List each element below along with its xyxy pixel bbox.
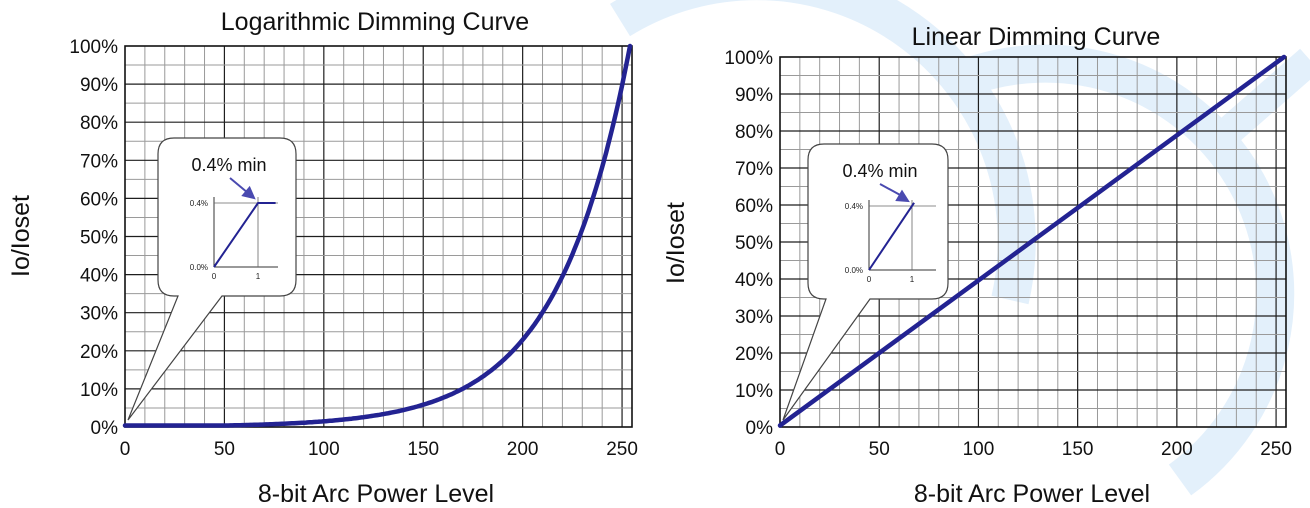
inset-x-tick-label: 1 [256, 272, 261, 281]
inset-arrow [879, 183, 903, 197]
y-tick-label: 60% [735, 196, 773, 217]
inset-x-tick-label: 0 [212, 272, 217, 281]
y-tick-label: 40% [80, 266, 118, 287]
y-tick-label: 70% [735, 159, 773, 180]
inset-arrow-head [241, 185, 256, 200]
logarithmic-chart: Logarithmic Dimming Curve 0% 10% 20% 30% 40%… [7, 8, 638, 508]
y-tick-label: 70% [80, 151, 118, 172]
x-tick-label: 100 [963, 439, 995, 460]
y-tick-label: 30% [80, 304, 118, 325]
x-axis-ticks: 0 50 100 150 200 250 [120, 439, 638, 460]
y-tick-label: 0% [91, 418, 119, 439]
inset-y-tick-label: 0.4% [845, 202, 863, 211]
y-tick-label: 20% [80, 342, 118, 363]
x-tick-label: 0 [775, 439, 786, 460]
y-tick-label: 90% [80, 75, 118, 96]
y-axis-label: Io/Ioset [662, 202, 690, 284]
inset-y-tick-label: 0.0% [190, 263, 208, 272]
series-line [777, 54, 1287, 428]
y-tick-label: 100% [69, 37, 118, 58]
inset-arrow-head [895, 189, 910, 203]
inset-callout: 0.4% min 0.0% 0.4% 0 1 [127, 137, 297, 421]
y-tick-label: 100% [724, 48, 773, 69]
y-tick-label: 50% [80, 228, 118, 249]
inset-min-label: 0.4% min [842, 161, 917, 181]
x-tick-label: 200 [507, 439, 539, 460]
inset-y-tick-label: 0.0% [845, 266, 863, 275]
chart-title: Logarithmic Dimming Curve [221, 8, 529, 36]
y-tick-label: 0% [746, 418, 774, 439]
x-tick-label: 150 [1062, 439, 1094, 460]
background-watermark [610, 0, 1310, 496]
y-tick-label: 10% [80, 380, 118, 401]
y-tick-label: 10% [735, 381, 773, 402]
y-axis-ticks: 0% 10% 20% 30% 40% 50% 60% 70% 80% 90% 100% [69, 37, 118, 439]
linear-chart: Linear Dimming Curve 0% 10% 20% 30% 40% 50% 60… [662, 23, 1292, 508]
inset-series-line [213, 202, 276, 268]
inset-plot: 0.0% 0.4% 0 1 [190, 197, 278, 281]
inset-x-tick-label: 1 [910, 275, 915, 284]
y-tick-label: 40% [735, 270, 773, 291]
x-tick-label: 100 [308, 439, 340, 460]
inset-y-tick-label: 0.4% [190, 199, 208, 208]
y-axis-label: Io/Ioset [7, 195, 35, 277]
x-tick-label: 250 [606, 439, 638, 460]
y-tick-label: 50% [735, 233, 773, 254]
y-tick-label: 20% [735, 344, 773, 365]
x-tick-label: 250 [1260, 439, 1292, 460]
x-axis-ticks: 0 50 100 150 200 250 [775, 439, 1292, 460]
y-tick-label: 30% [735, 307, 773, 328]
x-tick-label: 0 [120, 439, 131, 460]
x-tick-label: 50 [869, 439, 890, 460]
inset-plot: 0.0% 0.4% 0 1 [845, 200, 936, 284]
x-axis-label: 8-bit Arc Power Level [914, 480, 1150, 508]
x-tick-label: 150 [407, 439, 439, 460]
plot-frame [779, 56, 1287, 428]
y-tick-label: 60% [80, 189, 118, 210]
callout-bubble [782, 143, 949, 421]
x-tick-label: 50 [214, 439, 235, 460]
inset-min-label: 0.4% min [191, 155, 266, 175]
inset-callout: 0.4% min 0.0% 0.4% 0 1 [782, 143, 949, 421]
x-tick-label: 200 [1161, 439, 1193, 460]
inset-series-line [868, 202, 915, 271]
inset-x-tick-label: 0 [867, 275, 872, 284]
series-line [122, 43, 633, 428]
y-tick-label: 80% [735, 122, 773, 143]
chart-title: Linear Dimming Curve [912, 23, 1161, 51]
y-tick-label: 80% [80, 113, 118, 134]
x-axis-label: 8-bit Arc Power Level [258, 480, 494, 508]
y-tick-label: 90% [735, 85, 773, 106]
y-axis-ticks: 0% 10% 20% 30% 40% 50% 60% 70% 80% 90% 100% [724, 48, 773, 439]
inset-arrow [229, 177, 249, 194]
plot-frame [124, 45, 633, 428]
